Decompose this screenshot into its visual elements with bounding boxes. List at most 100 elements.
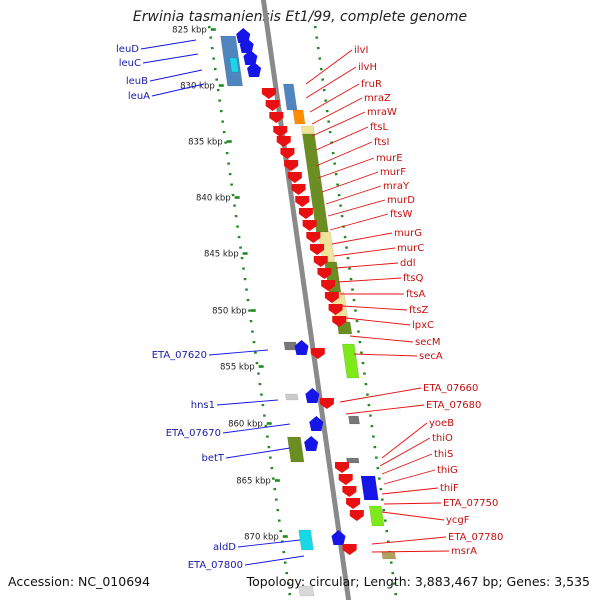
gene-label-right: murD xyxy=(387,195,415,206)
leader-line xyxy=(317,157,375,179)
accession-text: Accession: NC_010694 xyxy=(8,574,151,589)
leader-line xyxy=(142,53,199,64)
leader-line xyxy=(140,39,197,50)
leader-line xyxy=(244,555,305,566)
gene-label-right: ETA_07750 xyxy=(443,498,498,509)
gene-features xyxy=(220,28,397,597)
leader-line xyxy=(337,277,402,283)
feature-block xyxy=(292,109,306,125)
leader-line xyxy=(222,423,291,434)
leader-line xyxy=(383,502,442,505)
right-gene-labels: ilvI ilvH fruR mraZ mraW ftsL ftsI murE murF mraY… xyxy=(305,45,503,557)
leader-line xyxy=(315,141,373,167)
reverse-arrow xyxy=(332,316,347,327)
leader-line xyxy=(321,171,379,193)
leader-line xyxy=(349,335,414,343)
feature-block xyxy=(360,475,379,501)
reverse-arrow xyxy=(310,244,325,255)
leader-line xyxy=(216,399,279,406)
leader-line xyxy=(315,126,369,151)
gene-label-right: murF xyxy=(380,167,406,178)
gene-label-left: ETA_07670 xyxy=(166,428,221,439)
gene-label-left: leuB xyxy=(126,76,148,87)
leader-line xyxy=(379,437,431,467)
reverse-arrow xyxy=(319,398,334,409)
gene-label-left: leuA xyxy=(128,91,150,102)
reverse-arrow xyxy=(310,348,325,359)
leader-line xyxy=(381,511,445,521)
leader-line xyxy=(345,317,411,326)
leader-line xyxy=(329,213,389,231)
feature-block xyxy=(348,415,360,425)
leader-line xyxy=(341,305,408,311)
feature-block xyxy=(298,585,315,597)
forward-arrow xyxy=(239,38,254,53)
kbp-label: 870 kbp xyxy=(244,533,279,543)
leader-line xyxy=(371,550,450,553)
gene-label-left: leuD xyxy=(116,44,139,55)
feature-block xyxy=(341,343,360,379)
leader-line xyxy=(333,247,396,257)
leader-line xyxy=(237,539,301,548)
leader-line xyxy=(225,447,291,459)
leader-line xyxy=(381,487,439,495)
leader-line xyxy=(305,49,353,85)
leader-line xyxy=(151,83,205,97)
kbp-scale: 825 kbp 830 kbp 835 kbp 840 kbp 845 kbp 850 k… xyxy=(172,26,288,543)
gene-label-right: secM xyxy=(415,337,441,348)
reverse-arrow xyxy=(328,304,343,315)
forward-arrow xyxy=(309,416,324,431)
gene-label-right: lpxC xyxy=(412,320,434,331)
gene-label-right: ftsQ xyxy=(403,273,423,284)
reverse-arrow xyxy=(334,462,349,473)
reverse-arrow xyxy=(269,112,284,123)
summary-text: Topology: circular; Length: 3,883,467 bp… xyxy=(246,574,590,589)
gene-label-left: aldD xyxy=(213,542,236,553)
leader-line xyxy=(381,453,433,475)
forward-arrow xyxy=(294,340,309,355)
reverse-arrow xyxy=(291,184,306,195)
reverse-arrow xyxy=(342,486,357,497)
gene-label-right: mraW xyxy=(367,107,397,118)
leader-line xyxy=(331,232,393,245)
leader-line xyxy=(339,387,422,403)
gene-label-right: mraY xyxy=(383,181,410,192)
kbp-label: 855 kbp xyxy=(220,363,255,373)
reverse-arrow xyxy=(261,88,276,99)
gene-label-right: ftsI xyxy=(374,137,389,148)
feature-block xyxy=(229,57,239,73)
gene-label-right: ETA_07680 xyxy=(426,400,481,411)
reverse-arrow xyxy=(284,160,299,171)
leader-line xyxy=(325,185,382,205)
left-gene-labels: leuD leuC leuB leuA ETA_07620 hns1 ETA_07670be… xyxy=(116,39,305,571)
kbp-label: 830 kbp xyxy=(180,82,215,92)
leader-line xyxy=(311,97,363,125)
kbp-label: 835 kbp xyxy=(188,138,223,148)
gene-label-right: mraZ xyxy=(364,93,391,104)
leader-line xyxy=(353,353,418,357)
gene-label-left: hns1 xyxy=(191,400,215,411)
forward-arrow xyxy=(247,62,262,77)
gene-label-right: msrA xyxy=(451,546,477,557)
reverse-arrow xyxy=(265,100,280,111)
gene-label-right: thiO xyxy=(432,433,453,444)
gene-label-right: ilvI xyxy=(354,45,368,56)
reverse-arrow xyxy=(302,220,317,231)
reverse-arrow xyxy=(298,208,313,219)
gene-label-right: thiF xyxy=(440,483,459,494)
gene-label-right: ftsW xyxy=(390,209,412,220)
reverse-arrow xyxy=(313,256,328,267)
feature-block xyxy=(284,393,299,401)
feature-block xyxy=(298,529,314,551)
feature-block xyxy=(368,505,385,527)
gene-label-right: secA xyxy=(419,351,443,362)
reverse-arrow xyxy=(324,292,339,303)
reverse-arrow xyxy=(342,544,357,555)
leader-line xyxy=(383,469,436,485)
reverse-arrow xyxy=(295,196,310,207)
reverse-arrow xyxy=(287,172,302,183)
gene-label-right: murC xyxy=(397,243,424,254)
kbp-label: 825 kbp xyxy=(172,26,207,36)
gene-label-right: fruR xyxy=(361,79,382,90)
